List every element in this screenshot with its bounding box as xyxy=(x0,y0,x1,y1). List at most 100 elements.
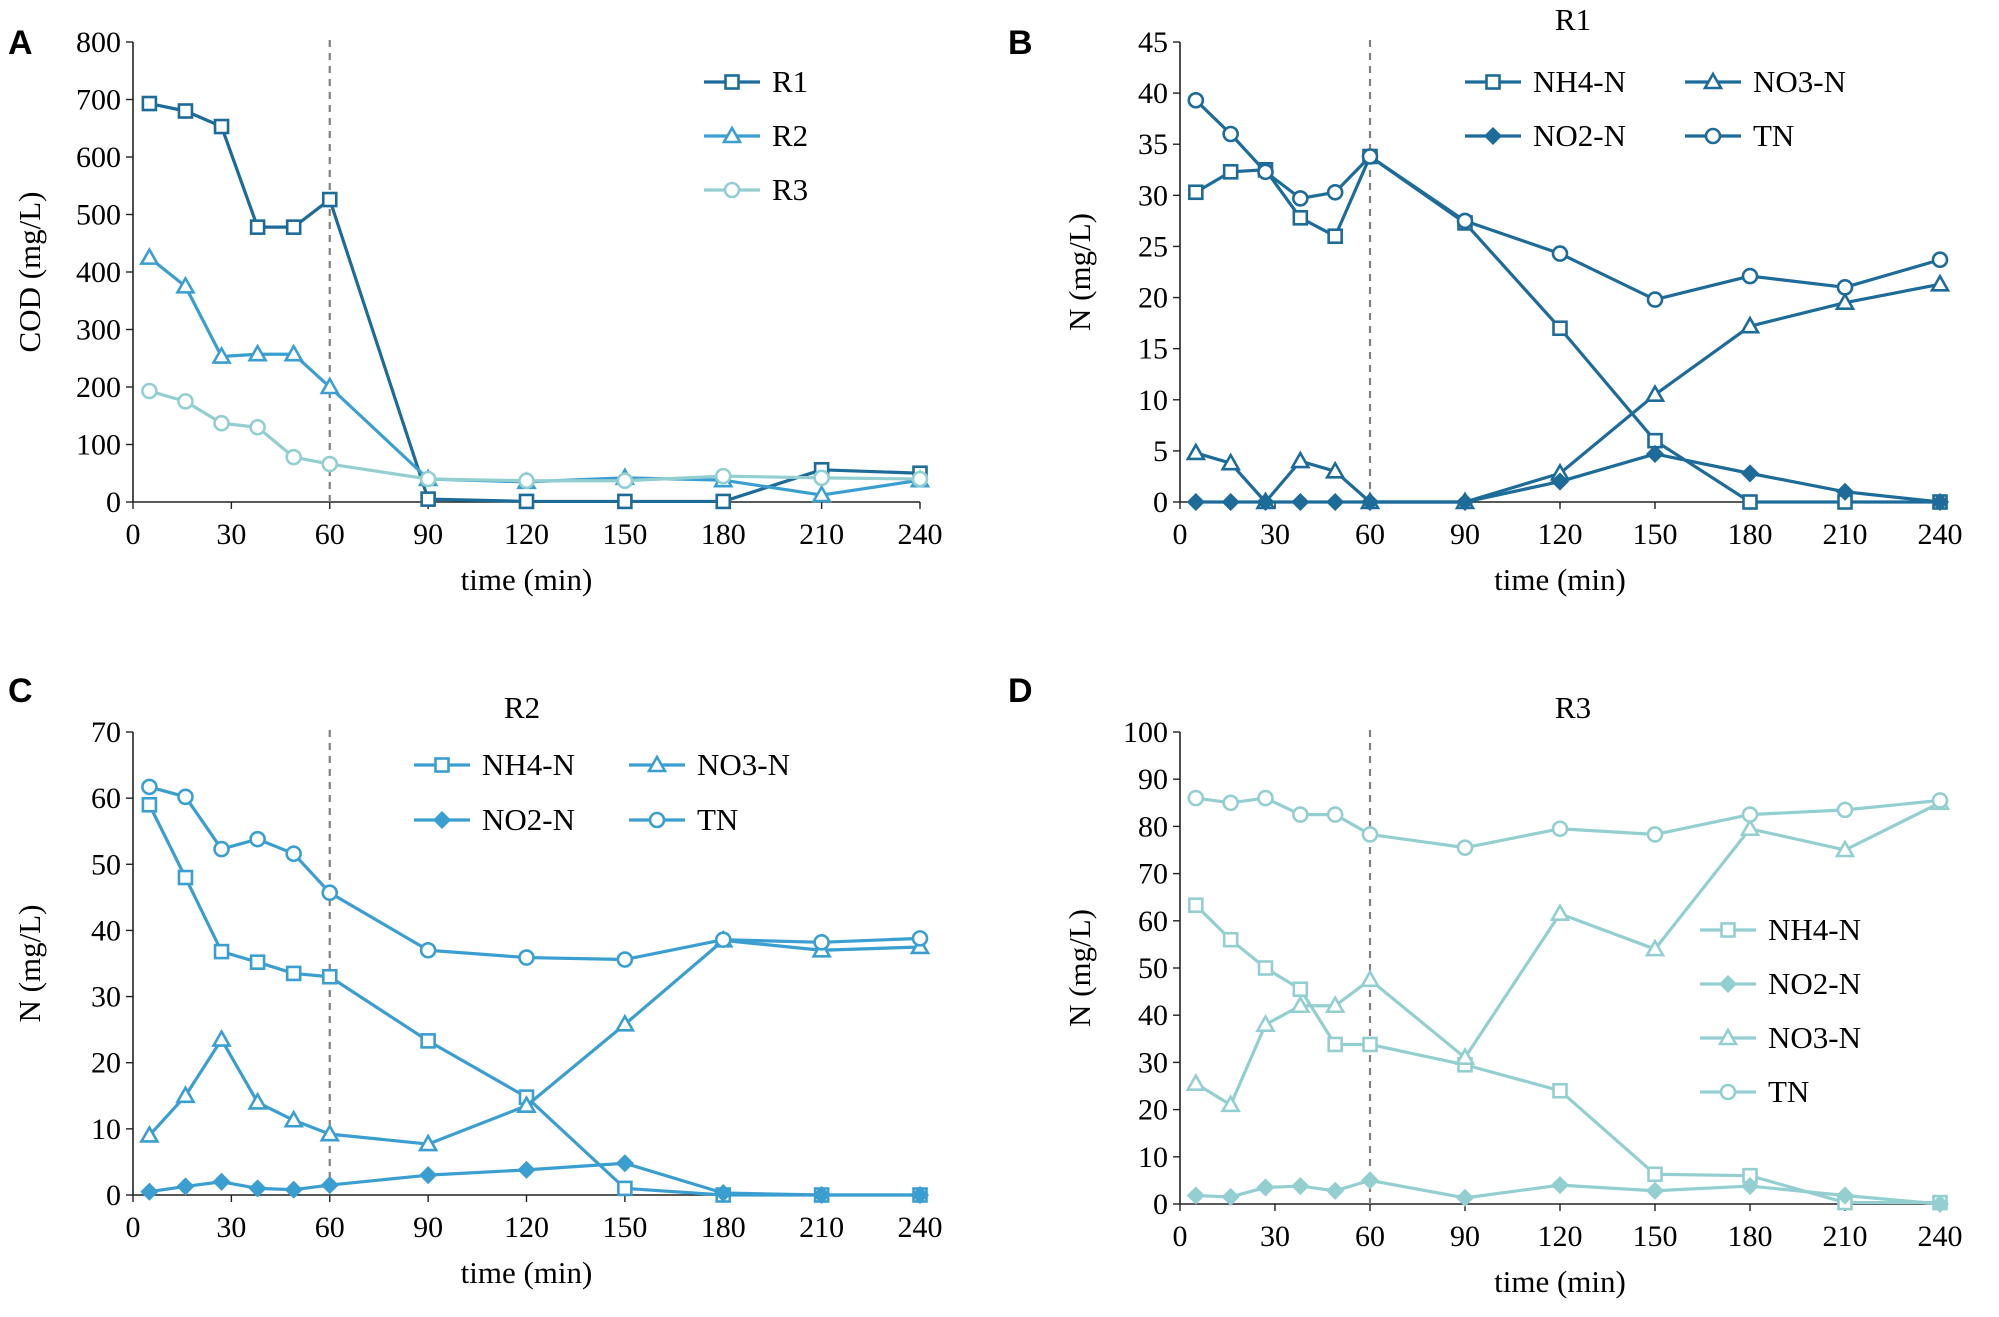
data-point-no2-n xyxy=(1186,492,1205,512)
data-point-no2-n xyxy=(1930,492,1950,512)
x-tick-label: 30 xyxy=(216,518,246,551)
series-line-r2 xyxy=(148,256,921,497)
data-point-r1 xyxy=(617,493,633,510)
data-point-no3-n xyxy=(1834,839,1856,858)
data-point-nh4-n xyxy=(1552,320,1568,337)
data-point-tn xyxy=(1456,212,1474,230)
legend-marker-no3-n xyxy=(1717,1027,1739,1046)
chart-title: R3 xyxy=(1555,690,1591,725)
data-point-no2-n xyxy=(1645,1181,1665,1200)
data-point-no2-n xyxy=(1455,1188,1475,1207)
y-tick-label: 300 xyxy=(76,314,121,347)
data-point-r1 xyxy=(177,103,194,119)
data-point-nh4-n xyxy=(1552,1082,1568,1099)
data-point-r1 xyxy=(321,191,338,208)
series-line-r3 xyxy=(148,389,921,483)
data-point-nh4-n xyxy=(1188,897,1204,914)
x-tick-label: 120 xyxy=(1538,518,1583,551)
y-tick-label: 50 xyxy=(1138,952,1168,985)
legend-marker-no3-n xyxy=(1702,71,1724,90)
x-tick-label: 90 xyxy=(413,1211,443,1244)
legend-marker-nh4-n xyxy=(1485,74,1501,90)
y-tick-label: 0 xyxy=(1153,486,1168,519)
data-point-no3-n xyxy=(211,1028,232,1047)
data-point-nh4-n xyxy=(420,1033,436,1049)
data-point-tn xyxy=(813,934,830,951)
x-tick-label: 180 xyxy=(1728,1220,1773,1253)
x-tick-label: 60 xyxy=(315,518,345,551)
x-tick-label: 90 xyxy=(1450,518,1480,551)
data-point-no2-n xyxy=(1740,464,1760,483)
y-tick-label: 100 xyxy=(1123,716,1168,749)
data-point-nh4-n xyxy=(1292,210,1309,226)
chart-b-r1-nitrogen: 0 5 10 15 20 25 30 35 40 45 0 30 60 90 120 150 180 210 240… xyxy=(1062,2,1963,597)
x-tick-label: 90 xyxy=(413,518,443,551)
x-tick-label: 60 xyxy=(315,1211,345,1244)
data-point-r3 xyxy=(141,382,158,400)
data-point-no3-n xyxy=(247,1091,268,1110)
y-tick-label: 200 xyxy=(76,371,121,404)
x-tick-label: 150 xyxy=(602,518,647,551)
data-point-no2-n xyxy=(1930,1194,1950,1214)
data-point-no2-n xyxy=(1256,1178,1275,1197)
data-point-tn xyxy=(1257,163,1274,181)
data-point-tn xyxy=(616,951,634,968)
data-point-tn xyxy=(1292,190,1309,207)
x-tick-label: 180 xyxy=(701,1211,746,1244)
data-point-no3-n xyxy=(1324,995,1346,1014)
data-point-no3-n xyxy=(1454,1047,1476,1065)
data-point-no3-n xyxy=(1739,818,1761,837)
data-point-nh4-n xyxy=(1222,164,1239,180)
data-point-tn xyxy=(285,845,302,863)
x-axis-title: time (min) xyxy=(1494,562,1626,597)
x-tick-label: 120 xyxy=(504,518,549,551)
data-point-no2-n xyxy=(910,1185,930,1205)
legend-marker-no2-n xyxy=(432,810,452,830)
data-point-tn xyxy=(1741,267,1759,285)
y-tick-label: 600 xyxy=(76,141,121,174)
data-point-nh4-n xyxy=(1362,1036,1378,1053)
data-point-no3-n xyxy=(417,1133,439,1152)
legend-marker-nh4-n xyxy=(1720,922,1736,938)
data-point-tn xyxy=(1646,291,1664,308)
data-point-no2-n xyxy=(320,1176,339,1195)
data-point-r2 xyxy=(319,376,340,395)
series-line-tn xyxy=(1194,99,1941,302)
data-point-nh4-n xyxy=(1327,228,1343,245)
y-tick-label: 60 xyxy=(1138,905,1168,938)
data-point-no2-n xyxy=(1360,492,1380,512)
data-point-tn xyxy=(911,930,929,947)
y-axis-title: COD (mg/L) xyxy=(12,191,47,352)
y-tick-label: 45 xyxy=(1138,26,1168,59)
legend-marker-tn xyxy=(1704,127,1722,145)
data-point-tn xyxy=(1257,789,1274,807)
y-tick-label: 50 xyxy=(91,848,121,881)
data-point-no2-n xyxy=(1455,492,1475,512)
series-line-no2-n xyxy=(1195,452,1941,504)
data-point-r3 xyxy=(285,448,302,466)
data-point-nh4-n xyxy=(1742,494,1758,510)
x-tick-label: 150 xyxy=(1633,1220,1678,1253)
chart-d-r3-nitrogen: 0 10 20 30 40 50 60 70 80 90 100 0 30 60 90 120 150 180 21… xyxy=(1062,690,1963,1299)
x-tick-label: 120 xyxy=(1538,1220,1583,1253)
legend-label-no3-n: NO3-N xyxy=(697,747,790,782)
legend-marker-no3-n xyxy=(646,754,668,773)
data-point-nh4-n xyxy=(321,968,338,985)
data-point-no3-n xyxy=(1290,450,1311,469)
data-point-no2-n xyxy=(1835,482,1855,501)
x-tick-label: 30 xyxy=(216,1211,246,1244)
data-point-no3-n xyxy=(1739,315,1761,334)
x-tick-label: 180 xyxy=(701,518,746,551)
x-axis-title: time (min) xyxy=(461,1255,593,1290)
data-point-no3-n xyxy=(1644,384,1666,402)
data-point-tn xyxy=(1361,148,1379,165)
data-point-tn xyxy=(1187,789,1205,807)
data-point-nh4-n xyxy=(177,869,194,886)
series-line-nh4-n xyxy=(147,804,920,1197)
data-point-no3-n xyxy=(1185,442,1207,461)
y-tick-label: 0 xyxy=(1153,1188,1168,1221)
data-point-r2 xyxy=(175,275,196,294)
data-point-tn xyxy=(177,788,194,806)
y-tick-label: 70 xyxy=(91,716,121,749)
data-point-no3-n xyxy=(319,1123,340,1142)
